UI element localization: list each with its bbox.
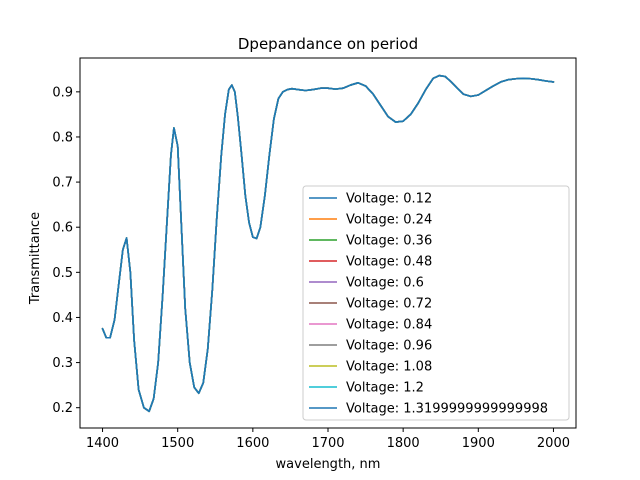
legend-entry: Voltage: 0.36	[346, 234, 432, 249]
chart-title: Dpepandance on period	[238, 35, 418, 53]
y-tick-label: 0.8	[52, 130, 73, 145]
y-axis-label: Transmittance	[28, 212, 43, 305]
legend-entry: Voltage: 0.72	[346, 297, 432, 312]
legend-entry: Voltage: 1.2	[346, 381, 424, 396]
plot-area: 1400 1500 1600 1700 1800 1900 2000 0.2 0.3 0.4 0.5…	[52, 57, 577, 451]
y-tick-label: 0.7	[52, 176, 73, 191]
x-tick-label: 1600	[236, 436, 269, 451]
legend-box	[302, 185, 570, 421]
y-tick-label: 0.2	[52, 401, 73, 416]
x-tick-label: 1800	[387, 436, 420, 451]
legend-entry: Voltage: 0.96	[346, 339, 432, 354]
legend-entry: Voltage: 0.48	[346, 255, 432, 270]
y-tick-label: 0.4	[52, 311, 73, 326]
legend-entry: Voltage: 0.12	[346, 192, 432, 207]
y-tick-label: 0.9	[52, 85, 73, 100]
legend: Voltage: 0.12 Voltage: 0.24 Voltage: 0.36 V…	[302, 185, 570, 421]
y-tick-label: 0.5	[52, 266, 73, 281]
legend-entry: Voltage: 0.24	[346, 213, 432, 228]
x-tick-label: 2000	[537, 436, 570, 451]
x-tick-label: 1900	[462, 436, 495, 451]
x-axis-label: wavelength, nm	[276, 457, 381, 472]
series-line-11	[101, 74, 555, 413]
x-tick-label: 1400	[86, 436, 119, 451]
x-tick-label: 1700	[311, 436, 344, 451]
legend-entry: Voltage: 0.6	[346, 276, 424, 291]
legend-entry: Voltage: 0.84	[346, 318, 432, 333]
legend-entry: Voltage: 1.08	[346, 360, 432, 375]
y-tick-label: 0.3	[52, 356, 73, 371]
legend-entry: Voltage: 1.3199999999999998	[346, 402, 548, 417]
y-tick-label: 0.6	[52, 221, 73, 236]
x-tick-label: 1500	[161, 436, 194, 451]
